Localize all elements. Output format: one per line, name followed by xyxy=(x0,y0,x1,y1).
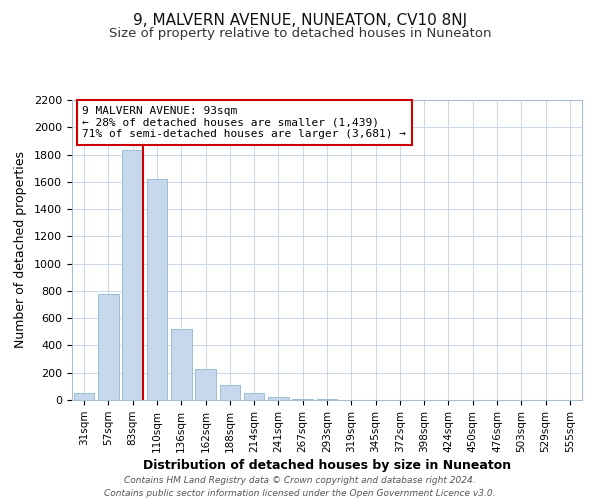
Bar xyxy=(292,398,313,400)
Text: Contains HM Land Registry data © Crown copyright and database right 2024.: Contains HM Land Registry data © Crown c… xyxy=(124,476,476,485)
Text: 9 MALVERN AVENUE: 93sqm
← 28% of detached houses are smaller (1,439)
71% of semi: 9 MALVERN AVENUE: 93sqm ← 28% of detache… xyxy=(82,106,406,139)
Y-axis label: Number of detached properties: Number of detached properties xyxy=(14,152,27,348)
Bar xyxy=(98,294,119,400)
Bar xyxy=(122,150,143,400)
Bar xyxy=(268,396,289,400)
X-axis label: Distribution of detached houses by size in Nuneaton: Distribution of detached houses by size … xyxy=(143,459,511,472)
Bar xyxy=(195,368,216,400)
Text: Size of property relative to detached houses in Nuneaton: Size of property relative to detached ho… xyxy=(109,28,491,40)
Text: Contains public sector information licensed under the Open Government Licence v3: Contains public sector information licen… xyxy=(104,489,496,498)
Bar xyxy=(74,393,94,400)
Text: 9, MALVERN AVENUE, NUNEATON, CV10 8NJ: 9, MALVERN AVENUE, NUNEATON, CV10 8NJ xyxy=(133,12,467,28)
Bar xyxy=(220,385,240,400)
Bar xyxy=(171,329,191,400)
Bar xyxy=(244,392,265,400)
Bar xyxy=(146,179,167,400)
